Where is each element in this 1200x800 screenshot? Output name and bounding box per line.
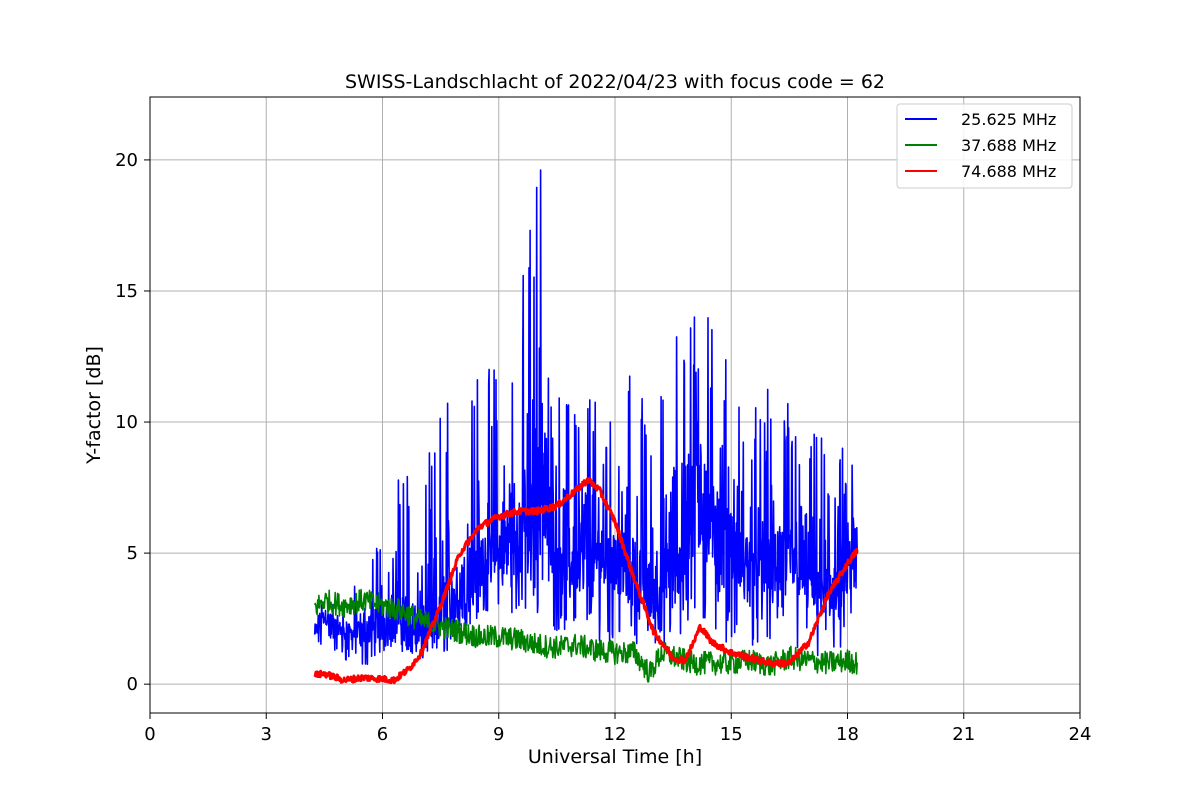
legend: 25.625 MHz 37.688 MHz 74.688 MHz (896, 103, 1073, 189)
x-tick-label: 9 (493, 724, 504, 745)
x-tick-label: 3 (261, 724, 272, 745)
series-line (313, 169, 858, 665)
legend-entry-label: 37.688 MHz (961, 136, 1056, 155)
chart-title: SWISS-Landschlacht of 2022/04/23 with fo… (345, 71, 885, 93)
y-tick-label: 10 (115, 412, 138, 433)
legend-box (896, 103, 1073, 189)
y-tick-label: 0 (127, 674, 138, 695)
x-axis: 0 3 6 9 12 15 18 21 24 (144, 713, 1091, 745)
legend-entry-label: 25.625 MHz (961, 110, 1056, 129)
y-axis-label: Y-factor [dB] (83, 346, 105, 465)
plot-area (313, 169, 859, 685)
y-tick-label: 5 (127, 543, 138, 564)
x-tick-label: 21 (952, 724, 975, 745)
y-axis: 0 5 10 15 20 (115, 150, 150, 695)
series-line (313, 588, 858, 683)
y-tick-label: 15 (115, 281, 138, 302)
x-tick-label: 12 (604, 724, 627, 745)
x-tick-label: 15 (720, 724, 743, 745)
y-tick-label: 20 (115, 150, 138, 171)
series-line (313, 477, 859, 685)
x-axis-label: Universal Time [h] (528, 746, 702, 768)
legend-entry-label: 74.688 MHz (961, 162, 1056, 181)
x-tick-label: 18 (836, 724, 859, 745)
x-tick-label: 0 (144, 724, 155, 745)
x-tick-label: 6 (377, 724, 388, 745)
x-tick-label: 24 (1069, 724, 1092, 745)
